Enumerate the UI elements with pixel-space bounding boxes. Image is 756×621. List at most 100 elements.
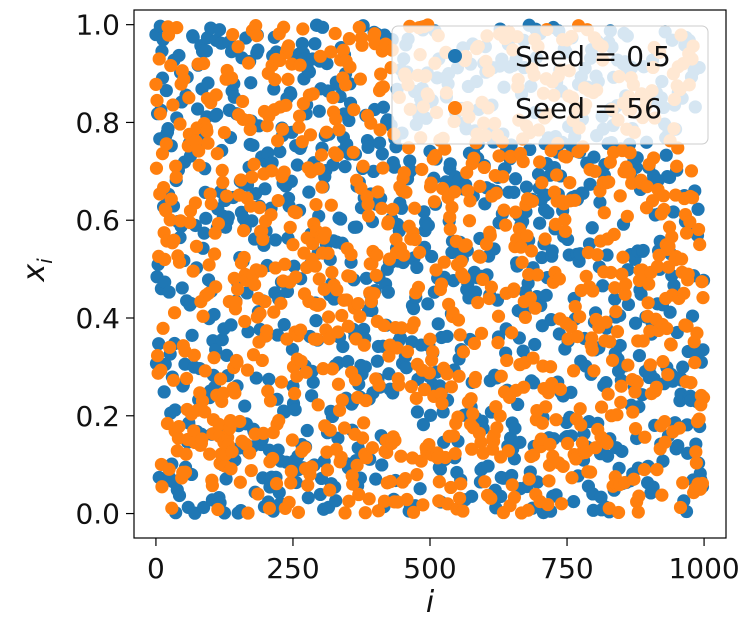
scatter-point [477,160,491,175]
scatter-point [508,205,523,219]
scatter-point [535,416,549,430]
scatter-point [361,140,375,154]
scatter-point [505,478,519,492]
scatter-point [185,328,199,342]
scatter-point [465,442,479,456]
scatter-point [474,326,489,340]
scatter-point [684,376,698,390]
scatter-point [177,72,191,86]
scatter-point [372,136,387,150]
scatter-point [203,447,217,461]
scatter-point [341,319,355,333]
scatter-point [282,495,296,509]
scatter-point [664,338,678,352]
scatter-point [336,339,350,354]
scatter-point [264,164,279,178]
scatter-point [496,170,510,184]
scatter-point [657,202,671,217]
scatter-point [613,338,627,353]
scatter-point [374,67,388,81]
scatter-point [453,328,467,342]
scatter-point [198,364,212,378]
scatter-point [390,341,404,355]
scatter-point [362,492,376,506]
scatter-point [573,310,587,324]
scatter-point [381,215,395,229]
scatter-point [166,98,180,112]
scatter-point [473,250,488,264]
scatter-point [461,184,475,198]
scatter-point [172,48,186,63]
scatter-point [266,451,280,466]
scatter-point [271,134,285,148]
scatter-point [550,168,564,182]
scatter-point [438,142,452,156]
scatter-point [258,294,272,309]
scatter-point [329,494,343,508]
scatter-point [492,149,506,163]
scatter-point [195,432,209,446]
scatter-point [324,45,338,59]
scatter-point [262,372,276,386]
scatter-point [294,354,308,368]
scatter-point [608,292,622,306]
scatter-point [527,376,541,390]
scatter-point [448,185,462,199]
scatter-point [434,387,448,401]
scatter-point [410,468,424,482]
scatter-point [585,221,599,235]
scatter-point [364,116,378,130]
scatter-point [481,459,495,473]
scatter-point [320,463,335,477]
scatter-point [211,216,226,231]
scatter-point [245,214,259,228]
scatter-point [169,159,183,173]
scatter-point [290,158,304,172]
scatter-point [260,119,274,133]
scatter-point [197,56,211,71]
scatter-point [388,433,402,448]
legend-label-series-0: Seed = 0.5 [515,40,671,73]
scatter-point [201,76,215,90]
scatter-point [251,487,265,501]
scatter-point [640,180,654,194]
scatter-point [155,480,169,494]
scatter-point [564,320,578,334]
scatter-point [315,180,329,194]
scatter-point [615,267,629,281]
scatter-point [685,309,700,323]
y-tick-label: 0.0 [75,498,120,531]
scatter-point [153,107,167,121]
scatter-point [365,441,380,455]
scatter-point [161,122,175,136]
scatter-point [255,353,269,368]
scatter-point [215,333,229,347]
scatter-point [482,291,496,306]
scatter-point [306,375,320,389]
scatter-point [233,475,247,489]
scatter-point [543,360,558,374]
scatter-point [350,458,364,472]
scatter-point [570,330,585,344]
scatter-point [356,159,370,173]
scatter-point [216,386,230,400]
scatter-point [622,166,637,180]
scatter-point [268,73,282,87]
scatter-point [172,488,187,503]
scatter-point [526,351,540,365]
scatter-point [149,77,163,91]
scatter-point [597,206,611,220]
scatter-point [599,315,613,329]
scatter-point [587,150,601,164]
scatter-point [636,334,650,348]
scatter-point [249,19,263,33]
scatter-point [370,248,384,262]
scatter-point [264,208,278,222]
scatter-point [247,157,261,171]
scatter-point [294,323,308,337]
scatter-point [626,405,640,419]
scatter-point [357,416,371,430]
scatter-point [392,378,406,392]
scatter-point [425,249,439,264]
scatter-point [210,147,224,161]
